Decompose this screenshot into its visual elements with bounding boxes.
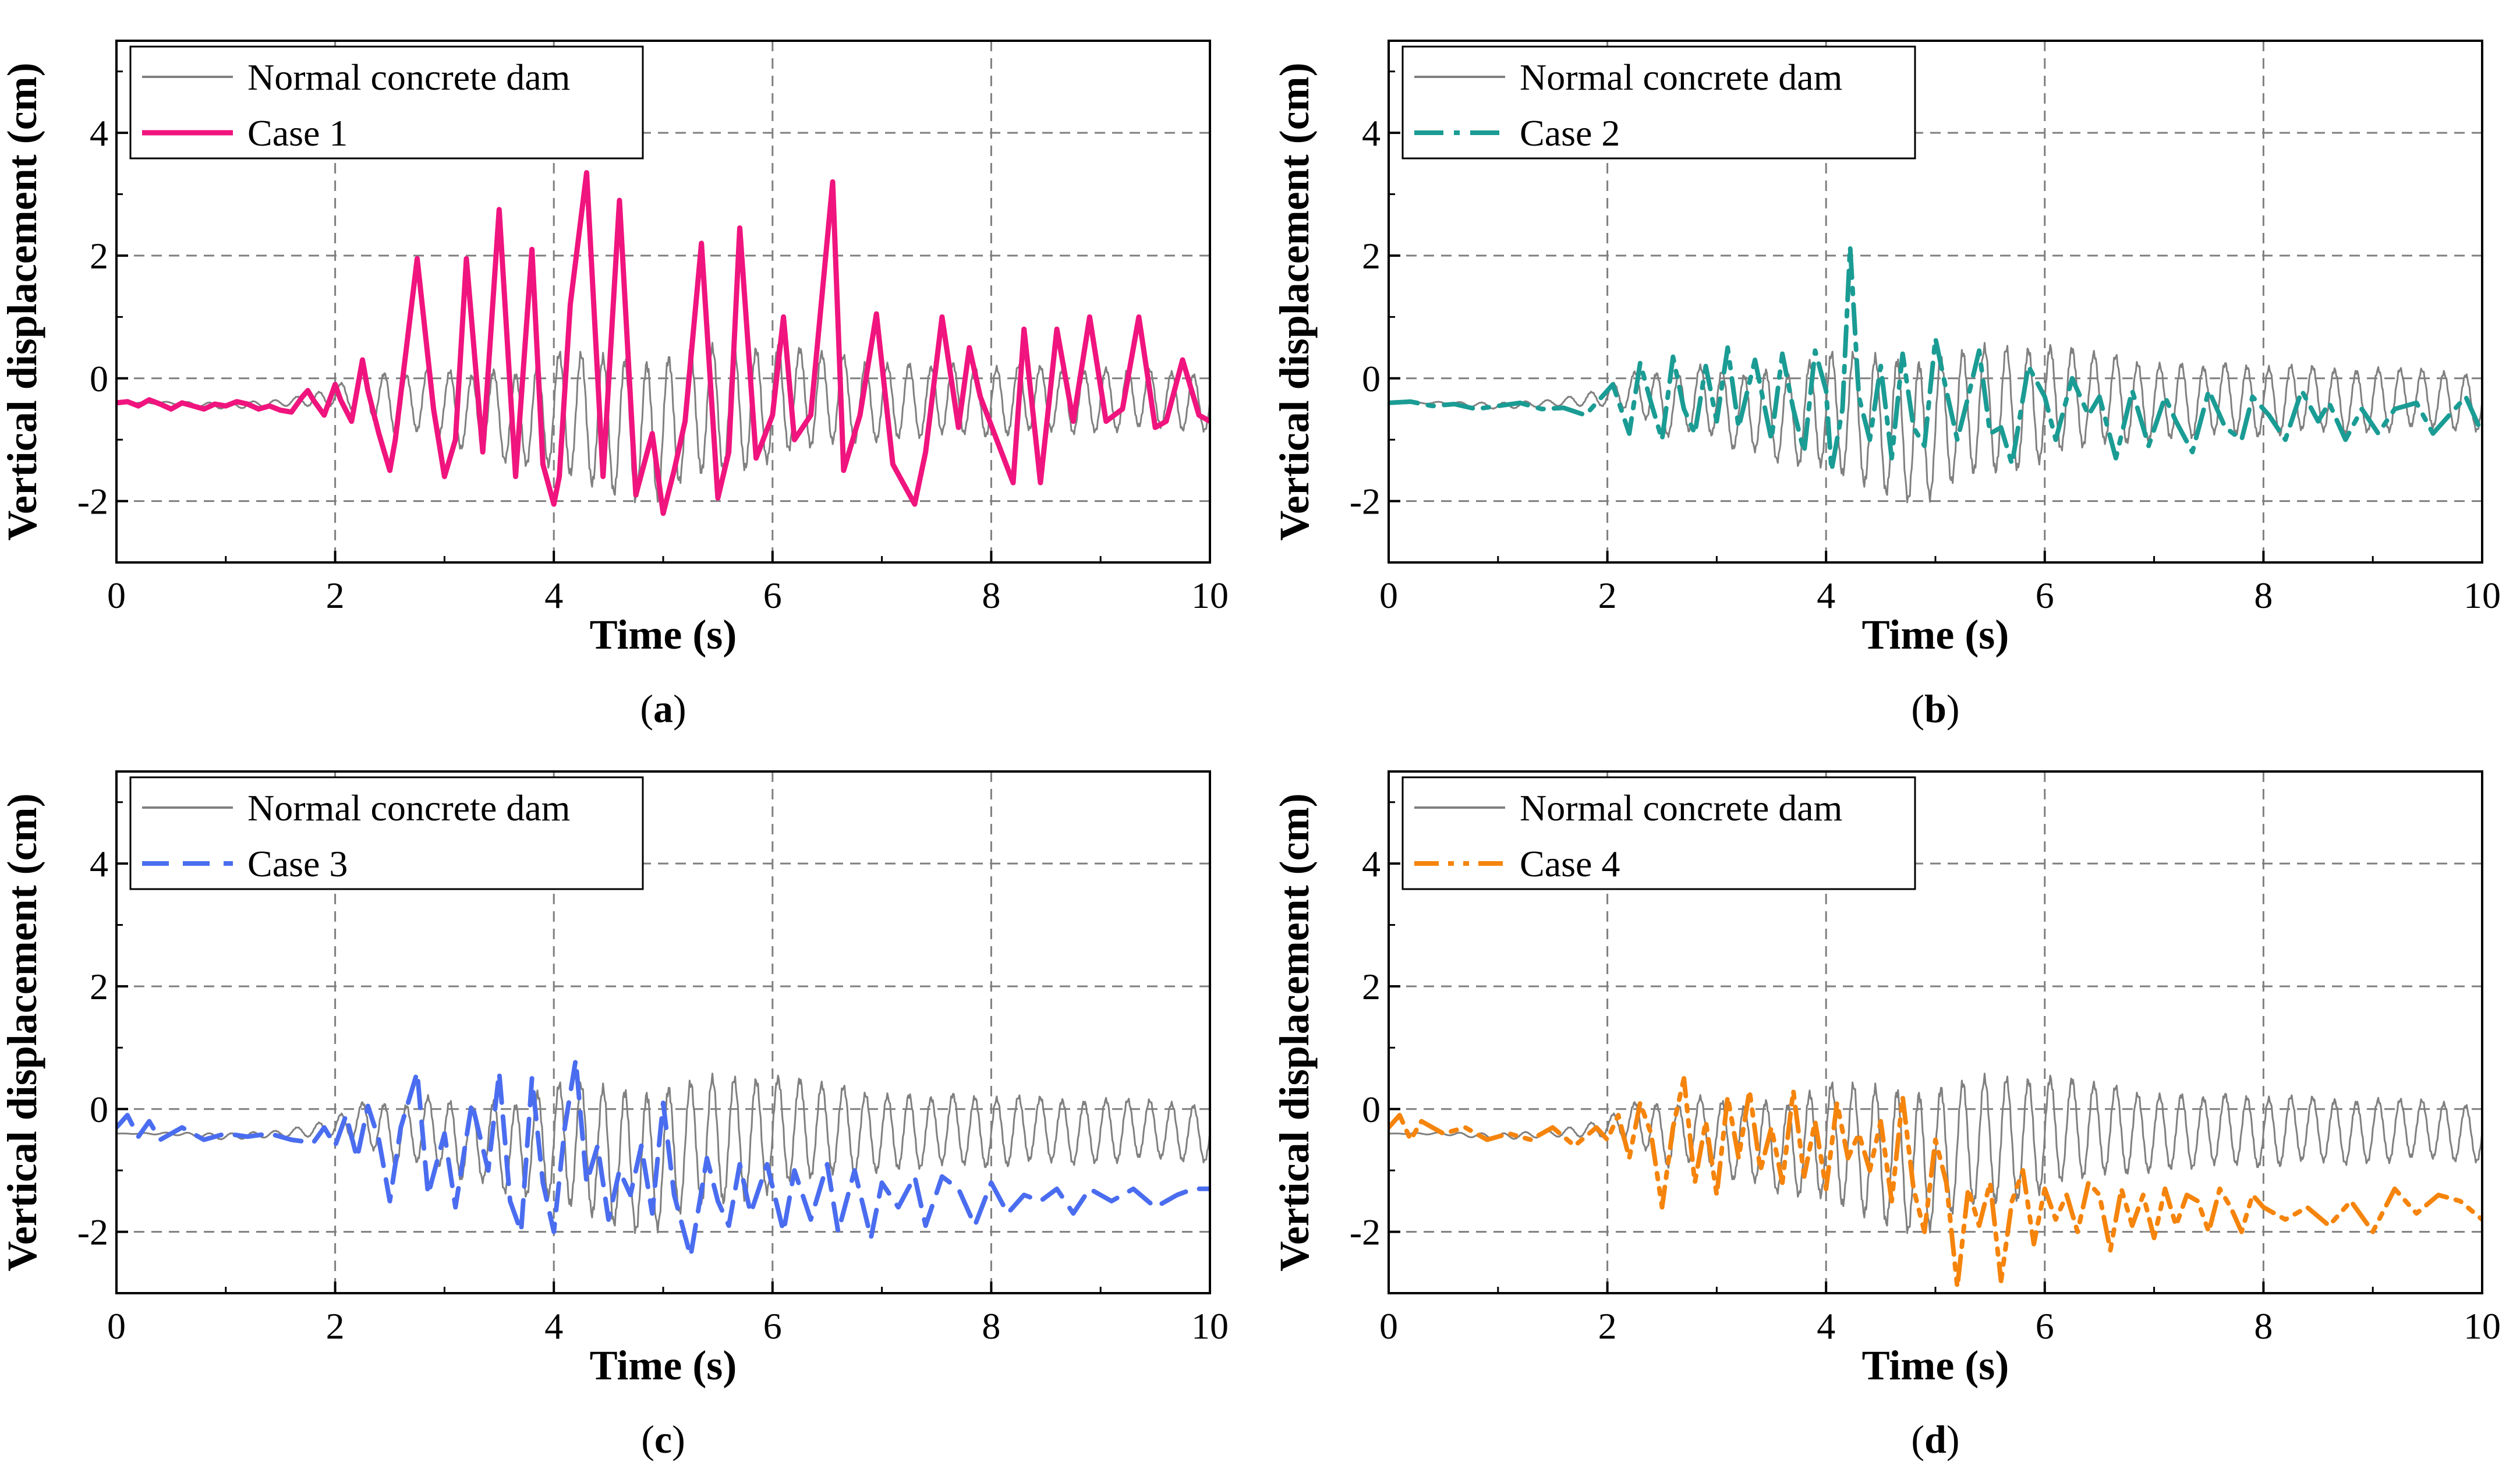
legend-box: [1401, 45, 1916, 160]
x-tick-label: 8: [982, 575, 1000, 616]
series-line-normal-concrete-dam: [1389, 1073, 2482, 1234]
x-tick-label: 10: [2464, 1305, 2501, 1347]
y-tick-label: -2: [1350, 1212, 1381, 1253]
x-axis-title: Time (s): [1862, 611, 2009, 658]
chart-panel-d: 0 2 4 6 8 10 -2 0 2 4 Time (s) Vertical displacemen…: [1271, 770, 2501, 1461]
legend: Normal concrete dam Case 3: [129, 776, 644, 890]
x-tick-label: 2: [326, 575, 345, 616]
x-tick-label: 0: [107, 575, 126, 616]
legend-box: [129, 776, 644, 890]
series-line-case-3: [116, 1057, 1210, 1259]
x-tick-label: 8: [2254, 575, 2273, 616]
legend-label: Normal concrete dam: [1520, 787, 1842, 829]
legend-label: Case 3: [247, 843, 348, 884]
x-tick-label: 10: [1191, 575, 1229, 616]
x-tick-label: 4: [544, 1305, 563, 1347]
y-axis-title: Vertical displacement (cm): [0, 62, 45, 540]
legend-label: Normal concrete dam: [247, 56, 570, 98]
y-tick-label: 0: [1362, 358, 1381, 399]
x-tick-label: 4: [544, 575, 563, 616]
y-tick-label: -2: [77, 1212, 108, 1253]
y-axis-title: Vertical displacement (cm): [0, 793, 45, 1271]
series-line-normal-concrete-dam: [116, 342, 1210, 504]
x-tick-label: 0: [107, 1305, 126, 1347]
x-tick-label: 8: [982, 1305, 1000, 1347]
chart-panel-a: 0 2 4 6 8 10 -2 0 2 4 Time (s) Vertical displacemen…: [0, 40, 1229, 731]
y-axis-title: Vertical displacement (cm): [1271, 793, 1318, 1271]
series-line-case-2: [1389, 244, 2482, 473]
legend: Normal concrete dam Case 1: [129, 45, 644, 160]
series-line-normal-concrete-dam: [1389, 342, 2482, 504]
x-tick-label: 4: [1817, 575, 1835, 616]
plot-area: [116, 170, 1210, 516]
x-tick-label: 0: [1379, 575, 1398, 616]
panel-caption: (c): [641, 1417, 685, 1461]
x-tick-label: 6: [2036, 575, 2054, 616]
x-tick-label: 6: [2036, 1305, 2054, 1347]
y-tick-label: 4: [1362, 112, 1381, 154]
y-tick-label: 2: [1362, 966, 1381, 1007]
y-tick-label: 4: [90, 112, 108, 154]
panel-caption: (a): [640, 686, 686, 731]
x-tick-label: 0: [1379, 1305, 1398, 1347]
y-tick-label: 0: [1362, 1089, 1381, 1130]
y-tick-label: 2: [90, 235, 108, 277]
legend-label: Normal concrete dam: [1520, 56, 1842, 98]
x-tick-label: 8: [2254, 1305, 2273, 1347]
panel-caption: (d): [1911, 1417, 1959, 1461]
x-tick-label: 10: [1191, 1305, 1229, 1347]
y-tick-label: 2: [1362, 235, 1381, 277]
legend-label: Case 1: [247, 112, 348, 154]
legend-box: [129, 45, 644, 160]
legend: Normal concrete dam Case 4: [1401, 776, 1916, 890]
series-line-normal-concrete-dam: [116, 1073, 1210, 1234]
y-tick-label: 2: [90, 966, 108, 1007]
y-tick-label: 0: [90, 1089, 108, 1130]
chart-panel-c: 0 2 4 6 8 10 -2 0 2 4 Time (s) Vertical displacemen…: [0, 770, 1229, 1461]
x-axis-title: Time (s): [1862, 1342, 2009, 1389]
plot-area: [116, 1057, 1210, 1259]
panel-caption: (b): [1911, 686, 1959, 731]
x-tick-label: 10: [2464, 575, 2501, 616]
plot-area: [1389, 244, 2482, 504]
x-tick-label: 6: [763, 1305, 782, 1347]
x-tick-label: 2: [1598, 575, 1617, 616]
legend-label: Case 4: [1520, 843, 1620, 884]
series-line-case-4: [1389, 1076, 2482, 1290]
legend-box: [1401, 776, 1916, 890]
legend-label: Normal concrete dam: [247, 787, 570, 829]
y-tick-label: -2: [1350, 481, 1381, 522]
y-tick-label: 4: [1362, 843, 1381, 884]
legend-label: Case 2: [1520, 112, 1620, 154]
x-tick-label: 6: [763, 575, 782, 616]
plot-area: [1389, 1073, 2482, 1290]
x-tick-label: 2: [1598, 1305, 1617, 1347]
y-tick-label: 4: [90, 843, 108, 884]
y-tick-label: -2: [77, 481, 108, 522]
legend: Normal concrete dam Case 2: [1401, 45, 1916, 160]
x-axis-title: Time (s): [590, 1342, 737, 1389]
y-axis-title: Vertical displacement (cm): [1271, 62, 1318, 540]
x-axis-title: Time (s): [590, 611, 737, 658]
x-tick-label: 2: [326, 1305, 345, 1347]
series-line-case-1: [116, 170, 1210, 516]
chart-panel-b: 0 2 4 6 8 10 -2 0 2 4 Time (s) Vertical displacemen…: [1271, 40, 2501, 731]
x-tick-label: 4: [1817, 1305, 1835, 1347]
y-tick-label: 0: [90, 358, 108, 399]
